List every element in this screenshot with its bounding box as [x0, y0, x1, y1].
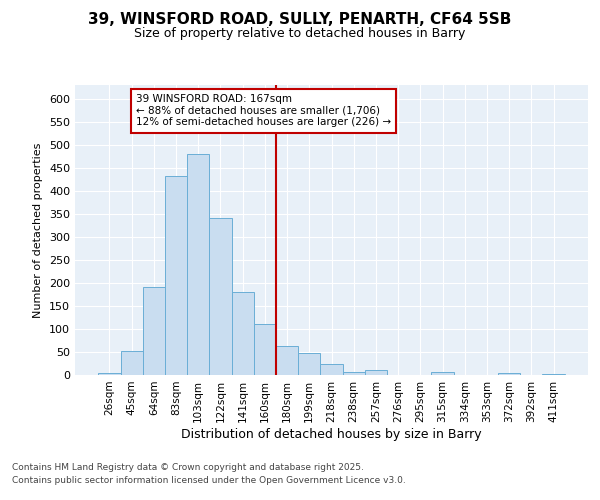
X-axis label: Distribution of detached houses by size in Barry: Distribution of detached houses by size … [181, 428, 482, 440]
Text: Contains public sector information licensed under the Open Government Licence v3: Contains public sector information licen… [12, 476, 406, 485]
Bar [343, 372, 365, 375]
Bar [320, 364, 343, 375]
Bar [209, 218, 232, 375]
Bar [298, 354, 320, 375]
Bar [143, 287, 165, 375]
Bar [232, 292, 254, 375]
Bar [276, 346, 298, 375]
Text: Contains HM Land Registry data © Crown copyright and database right 2025.: Contains HM Land Registry data © Crown c… [12, 462, 364, 471]
Y-axis label: Number of detached properties: Number of detached properties [34, 142, 43, 318]
Text: 39, WINSFORD ROAD, SULLY, PENARTH, CF64 5SB: 39, WINSFORD ROAD, SULLY, PENARTH, CF64 … [88, 12, 512, 28]
Bar [542, 374, 565, 375]
Bar [121, 351, 143, 375]
Text: Size of property relative to detached houses in Barry: Size of property relative to detached ho… [134, 28, 466, 40]
Bar [254, 324, 276, 375]
Bar [187, 154, 209, 375]
Bar [98, 372, 121, 375]
Bar [498, 372, 520, 375]
Bar [365, 370, 387, 375]
Bar [431, 372, 454, 375]
Text: 39 WINSFORD ROAD: 167sqm
← 88% of detached houses are smaller (1,706)
12% of sem: 39 WINSFORD ROAD: 167sqm ← 88% of detach… [136, 94, 391, 128]
Bar [165, 176, 187, 375]
